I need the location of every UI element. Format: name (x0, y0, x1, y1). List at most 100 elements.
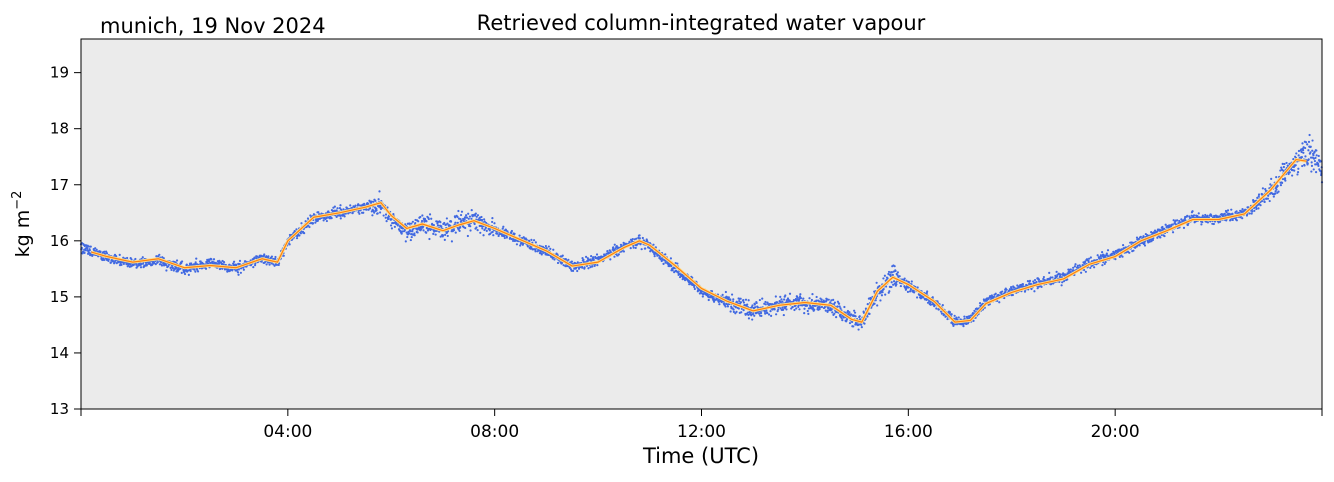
scatter-point (860, 326, 863, 329)
scatter-point (237, 273, 240, 276)
scatter-point (237, 268, 240, 271)
scatter-point (820, 305, 824, 309)
scatter-point (674, 261, 677, 265)
scatter-point (1049, 276, 1052, 279)
scatter-point (782, 313, 785, 317)
scatter-point (892, 270, 895, 273)
scatter-point (895, 283, 898, 286)
scatter-point (833, 301, 837, 304)
scatter-point (419, 215, 422, 219)
scatter-point (1229, 218, 1232, 221)
scatter-point (427, 217, 430, 221)
scatter-point (751, 312, 755, 316)
scatter-point (916, 286, 919, 289)
scatter-point (1197, 212, 1200, 215)
scatter-point (505, 236, 508, 239)
scatter-point (1059, 273, 1062, 276)
scatter-point (653, 255, 656, 258)
scatter-point (515, 243, 519, 246)
scatter-point (735, 310, 738, 313)
scatter-point (1257, 207, 1260, 210)
scatter-point (1274, 192, 1277, 195)
scatter-point (274, 257, 277, 260)
scatter-point (295, 228, 298, 231)
scatter-point (463, 218, 466, 221)
scatter-point (833, 312, 836, 315)
scatter-point (210, 258, 213, 261)
scatter-point (443, 221, 446, 225)
scatter-point (896, 271, 899, 274)
scatter-point (1101, 251, 1104, 254)
scatter-point (754, 306, 757, 309)
scatter-point (491, 220, 494, 224)
scatter-point (384, 216, 387, 219)
scatter-point (827, 298, 830, 301)
scatter-point (1275, 188, 1278, 191)
scatter-point (606, 250, 609, 253)
scatter-point (1191, 210, 1194, 213)
scatter-point (1301, 142, 1304, 145)
scatter-point (436, 224, 440, 227)
scatter-point (571, 269, 575, 272)
scatter-point (370, 200, 373, 203)
scatter-point (946, 317, 949, 321)
scatter-point (863, 322, 866, 325)
scatter-point (227, 268, 230, 271)
scatter-point (140, 262, 143, 266)
scatter-point (1310, 164, 1314, 167)
scatter-point (739, 297, 742, 300)
scatter-point (1011, 293, 1014, 297)
scatter-point (475, 215, 478, 218)
scatter-point (1300, 155, 1303, 159)
scatter-point (130, 258, 133, 261)
scatter-point (483, 218, 486, 221)
scatter-point (794, 297, 798, 301)
scatter-point (1284, 179, 1287, 182)
scatter-point (1270, 177, 1273, 180)
scatter-point (1206, 221, 1210, 224)
scatter-point (343, 215, 346, 218)
scatter-point (1251, 210, 1254, 213)
scatter-point (596, 264, 599, 267)
scatter-point (1005, 288, 1008, 291)
scatter-point (449, 220, 453, 223)
scatter-point (115, 255, 118, 258)
scatter-point (450, 240, 454, 243)
scatter-point (422, 229, 425, 232)
scatter-point (693, 287, 696, 291)
scatter-point (793, 308, 796, 312)
scatter-point (1096, 254, 1099, 257)
scatter-point (1171, 223, 1174, 226)
scatter-point (518, 234, 521, 237)
scatter-point (765, 309, 768, 312)
scatter-point (238, 262, 241, 266)
scatter-point (175, 259, 179, 262)
scatter-point (841, 319, 844, 322)
scatter-point (866, 315, 869, 318)
scatter-point (491, 217, 494, 220)
scatter-point (1288, 171, 1291, 174)
scatter-point (254, 262, 257, 265)
scatter-point (753, 303, 756, 306)
scatter-point (1186, 214, 1189, 217)
x-tick-label: 20:00 (1091, 422, 1140, 442)
scatter-point (892, 280, 896, 283)
scatter-point (372, 200, 375, 203)
scatter-point (774, 295, 777, 298)
scatter-point (545, 247, 548, 250)
scatter-point (998, 301, 1001, 304)
scatter-point (798, 295, 802, 298)
scatter-point (473, 222, 476, 226)
scatter-point (779, 295, 782, 298)
scatter-point (1106, 249, 1110, 252)
scatter-point (848, 311, 851, 314)
scatter-point (1223, 212, 1226, 216)
scatter-point (357, 203, 360, 206)
scatter-point (439, 221, 442, 224)
scatter-point (751, 318, 754, 321)
scatter-point (1307, 158, 1310, 161)
scatter-point (403, 228, 407, 232)
scatter-point (1235, 210, 1238, 213)
scatter-point (441, 234, 445, 237)
scatter-point (926, 290, 929, 293)
